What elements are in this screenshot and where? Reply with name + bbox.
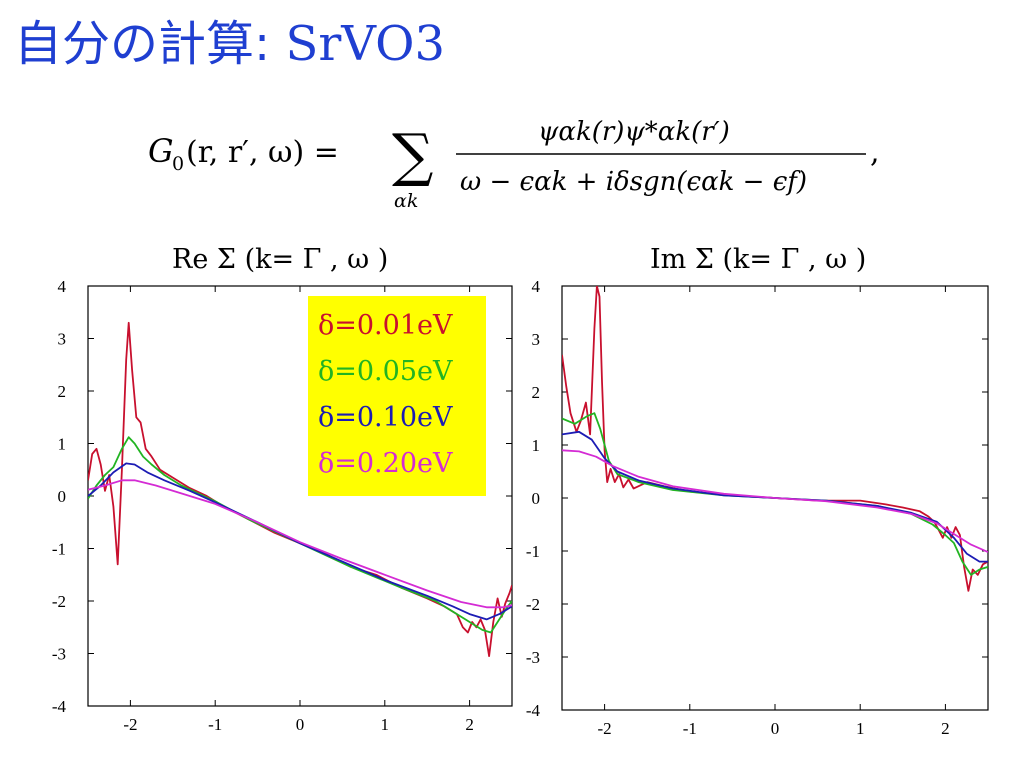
right-panel-title: Im Σ (k= Γ , ω ) bbox=[650, 244, 867, 275]
formula-trail: , bbox=[870, 135, 880, 170]
re-ytick-label: -4 bbox=[52, 697, 67, 716]
im-ytick-label: 1 bbox=[532, 436, 541, 455]
re-xtick-label: -2 bbox=[123, 715, 137, 734]
im-xtick-label: -1 bbox=[683, 719, 697, 738]
re-xtick-label: 1 bbox=[381, 715, 390, 734]
formula-lhs-sub: 0 bbox=[172, 153, 184, 175]
im-xtick-label: 1 bbox=[856, 719, 865, 738]
formula-lhs-args: (r, r′, ω) = bbox=[186, 135, 339, 170]
im-series-line-0 bbox=[562, 286, 988, 592]
formula-numerator: ψαk(r)ψ*αk(r′) bbox=[538, 117, 730, 147]
re-ytick-label: -1 bbox=[52, 540, 66, 559]
re-ytick-label: 2 bbox=[58, 382, 67, 401]
im-ytick-label: 4 bbox=[532, 277, 541, 296]
im-xtick-label: 0 bbox=[771, 719, 780, 738]
re-ytick-label: -2 bbox=[52, 592, 66, 611]
im-xtick-label: 2 bbox=[941, 719, 950, 738]
re-series-line-3 bbox=[88, 479, 512, 609]
left-panel-title: Re Σ (k= Γ , ω ) bbox=[172, 244, 389, 275]
legend-item-0020: δ=0.20eV bbox=[318, 448, 453, 479]
slide-title: 自分の計算: SrVO3 bbox=[14, 16, 445, 72]
legend-item-0010: δ=0.10eV bbox=[318, 402, 453, 433]
re-xtick-label: 2 bbox=[465, 715, 474, 734]
formula-sum: ∑ bbox=[392, 121, 433, 189]
im-ytick-label: -2 bbox=[526, 595, 540, 614]
im-series-line-1 bbox=[562, 412, 988, 576]
legend-item-0005: δ=0.05eV bbox=[318, 356, 453, 387]
formula-lhs: G bbox=[148, 132, 174, 170]
re-ytick-label: 1 bbox=[58, 435, 67, 454]
re-xtick-label: 0 bbox=[296, 715, 305, 734]
legend: δ=0.01eV δ=0.05eV δ=0.10eV δ=0.20eV bbox=[308, 296, 486, 496]
im-series-line-3 bbox=[562, 449, 988, 553]
green-function-formula: G 0 (r, r′, ω) = ∑ αk ψαk(r)ψ*αk(r′) ω −… bbox=[148, 117, 880, 212]
re-ytick-label: 4 bbox=[58, 277, 67, 296]
im-ytick-label: -1 bbox=[526, 542, 540, 561]
im-ytick-label: -3 bbox=[526, 648, 540, 667]
im-series-line-2 bbox=[562, 430, 988, 563]
im-ytick-label: -4 bbox=[526, 701, 541, 720]
re-ytick-label: -3 bbox=[52, 645, 66, 664]
im-ytick-label: 3 bbox=[532, 330, 541, 349]
legend-item-0001: δ=0.01eV bbox=[318, 310, 453, 341]
formula-denominator: ω − ϵαk + iδsgn(ϵαk − ϵf) bbox=[460, 167, 807, 197]
re-ytick-label: 3 bbox=[58, 330, 67, 349]
re-xtick-label: -1 bbox=[208, 715, 222, 734]
im-xtick-label: -2 bbox=[598, 719, 612, 738]
formula-sum-sub: αk bbox=[394, 190, 418, 212]
im-ytick-label: 0 bbox=[532, 489, 541, 508]
im-ytick-label: 2 bbox=[532, 383, 541, 402]
re-ytick-label: 0 bbox=[58, 487, 67, 506]
